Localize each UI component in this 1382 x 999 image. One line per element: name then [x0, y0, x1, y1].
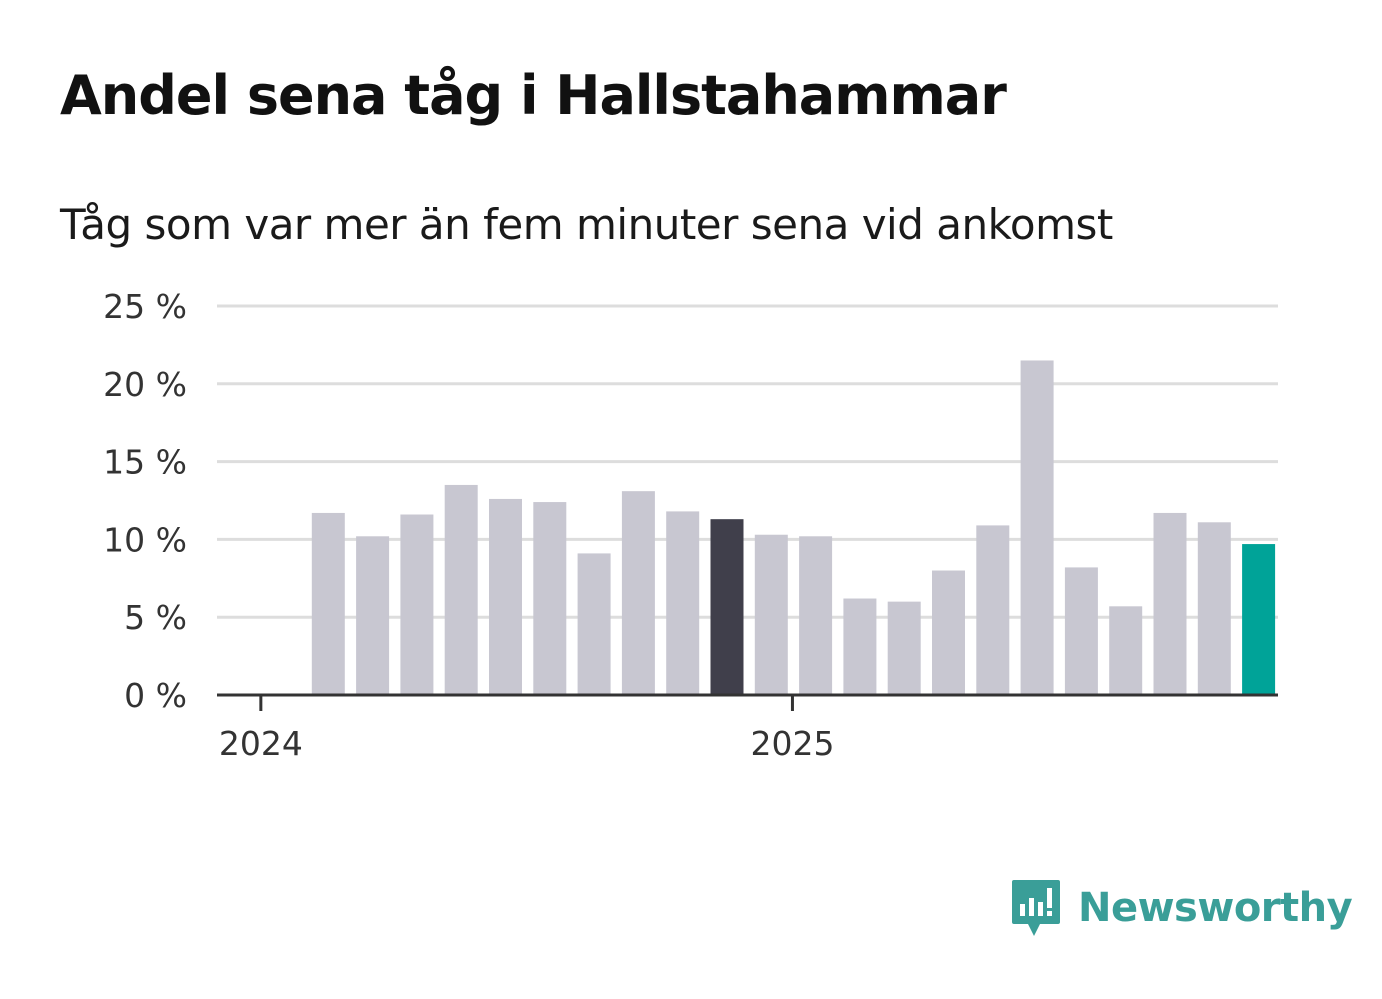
newsworthy-brand: Newsworthy: [1010, 878, 1353, 938]
bar-2024-07: [533, 502, 567, 695]
bar-2025-10: [1197, 522, 1231, 695]
bar-2025-01: [799, 536, 833, 695]
brand-name: Newsworthy: [1078, 885, 1353, 931]
chart-subtitle: Tåg som var mer än fem minuter sena vid …: [60, 200, 1113, 249]
chart-title: Andel sena tåg i Hallstahammar: [60, 64, 1007, 127]
bars: [311, 360, 1276, 695]
bar-2025-08: [1109, 606, 1143, 695]
y-axis-tick-labels: 0 % 5 % 10 % 15 % 20 % 25 %: [103, 287, 187, 715]
bar-2024-03: [356, 536, 390, 695]
x-axis: 2024 2025: [217, 693, 1278, 763]
bar-2024-12: [754, 534, 788, 695]
bar-2024-10: [666, 511, 700, 695]
bar-2025-09: [1153, 512, 1187, 695]
bar-2024-09: [621, 491, 655, 695]
bar-2024-11: [710, 519, 744, 695]
x-tick-label: 2024: [219, 724, 303, 763]
gridlines: [217, 304, 1278, 619]
bar-2025-04: [932, 570, 965, 695]
newsworthy-logo-icon: [1012, 880, 1060, 936]
bar-2025-07: [1064, 567, 1098, 695]
bar-2025-11: [1242, 544, 1276, 695]
bar-2025-05: [976, 525, 1010, 695]
y-tick-label: 10 %: [103, 520, 187, 559]
y-tick-label: 5 %: [124, 598, 187, 637]
bar-2025-03: [887, 601, 921, 695]
bar-2024-02: [311, 512, 345, 695]
bar-2024-04: [400, 514, 434, 695]
y-tick-label: 20 %: [103, 365, 187, 404]
bar-2025-02: [843, 598, 877, 695]
y-tick-label: 25 %: [103, 287, 187, 326]
y-tick-label: 0 %: [124, 676, 187, 715]
bar-2024-05: [444, 484, 478, 695]
bar-2024-08: [577, 553, 611, 695]
y-tick-label: 15 %: [103, 443, 187, 482]
bar-2025-06: [1020, 360, 1054, 695]
x-tick-label: 2025: [750, 724, 834, 763]
bar-2024-06: [489, 498, 522, 695]
